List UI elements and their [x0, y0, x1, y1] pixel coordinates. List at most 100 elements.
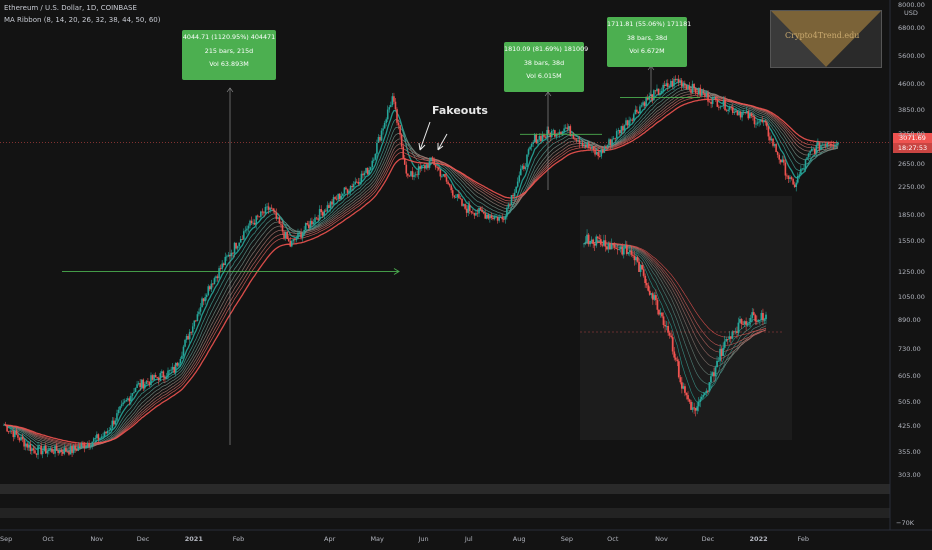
inset-candle	[713, 372, 715, 377]
candle	[258, 216, 261, 218]
measure-box-3[interactable]: 1711.81 (55.06%) 171181 38 bars, 38d Vol…	[607, 17, 691, 67]
inset-candle	[654, 295, 657, 301]
candle	[603, 147, 606, 153]
measure-box-1-line1: 4044.71 (1120.95%) 404471	[182, 33, 276, 41]
candle	[393, 96, 395, 102]
candle	[501, 217, 504, 220]
inset-candle	[612, 244, 614, 245]
candle	[665, 83, 668, 86]
candle	[736, 110, 739, 116]
candle	[323, 210, 326, 216]
candle	[793, 184, 796, 188]
candle	[708, 101, 711, 103]
candle	[516, 181, 519, 187]
candle	[761, 119, 763, 123]
candle	[123, 401, 126, 403]
candle	[636, 109, 638, 112]
candle	[244, 230, 247, 232]
inset-candle	[593, 243, 596, 246]
inset-candle	[599, 239, 602, 245]
measure-box-2[interactable]: 1810.09 (81.69%) 181009 38 bars, 38d Vol…	[504, 42, 588, 92]
inset-candle	[632, 254, 634, 256]
measure-box-1[interactable]: 4044.71 (1120.95%) 404471 215 bars, 215d…	[182, 30, 276, 80]
candle	[164, 377, 166, 379]
inset-candle	[667, 326, 670, 333]
candle	[295, 238, 298, 241]
y-tick-label: 730.00	[898, 344, 921, 353]
x-tick-label: Oct	[607, 535, 619, 543]
inset-candle	[628, 250, 631, 253]
countdown-tag: 18:27:53	[893, 143, 932, 153]
candle	[227, 254, 230, 257]
candle	[671, 80, 674, 87]
candle	[272, 208, 275, 211]
candle	[829, 143, 832, 145]
candle	[201, 298, 203, 308]
y-tick-label: 2250.00	[898, 183, 925, 192]
candle	[747, 111, 750, 119]
candle	[7, 431, 10, 433]
candle	[289, 240, 292, 247]
candle	[58, 449, 61, 453]
candle	[628, 120, 630, 126]
candle	[787, 175, 790, 179]
candle	[137, 383, 140, 385]
inset-candle	[587, 234, 590, 245]
candle	[489, 215, 491, 219]
candle	[575, 139, 578, 141]
inset-candle	[706, 390, 709, 392]
inset-candle	[635, 257, 637, 261]
candle	[577, 140, 579, 142]
candle	[484, 213, 487, 219]
candle	[739, 111, 742, 118]
candle	[520, 168, 522, 176]
inset-candle	[693, 407, 696, 409]
candle	[66, 451, 69, 453]
candle	[6, 425, 8, 432]
time-axis[interactable]: Sep Oct Nov Dec 2021 Feb Apr May Jun Jul Aug Sep Oct…	[0, 530, 932, 550]
inset-candle	[742, 323, 744, 325]
candle	[721, 106, 723, 107]
candle	[450, 185, 452, 191]
candle	[558, 131, 561, 135]
x-tick-label: Nov	[90, 535, 104, 543]
y-tick-label: 505.00	[898, 397, 921, 406]
price-axis[interactable]: 8000.00 6800.00 5600.00 4600.00 3850.00 3250.…	[890, 0, 932, 530]
candle	[781, 159, 784, 163]
candle	[567, 126, 570, 129]
inset-candle	[661, 312, 663, 317]
inset-candle	[755, 321, 758, 323]
candle	[555, 133, 558, 137]
candle	[462, 204, 465, 206]
candle	[71, 446, 73, 453]
candle	[834, 145, 836, 147]
candle	[156, 377, 158, 378]
candle	[147, 381, 149, 383]
candle	[758, 121, 760, 123]
candle	[702, 91, 705, 94]
candle	[544, 136, 547, 138]
candle	[413, 175, 415, 177]
inset-candle	[677, 361, 680, 378]
candle	[745, 111, 748, 113]
inset-candle	[687, 395, 689, 400]
candle	[571, 134, 573, 137]
inset-candle	[723, 341, 726, 348]
candle	[705, 93, 708, 97]
candle	[181, 355, 183, 359]
inset-candle	[688, 399, 691, 402]
candle	[80, 443, 83, 448]
y-tick-label: 5600.00	[898, 52, 925, 61]
candle	[373, 159, 375, 161]
x-tick-label: 2021	[184, 535, 203, 543]
candle	[32, 448, 35, 451]
candle	[24, 443, 27, 447]
candle	[430, 157, 432, 161]
candle	[563, 128, 565, 132]
x-tick-label: Sep	[560, 535, 574, 543]
candle	[773, 144, 776, 146]
candle	[668, 86, 671, 87]
candle	[820, 145, 822, 150]
candle	[267, 206, 270, 210]
